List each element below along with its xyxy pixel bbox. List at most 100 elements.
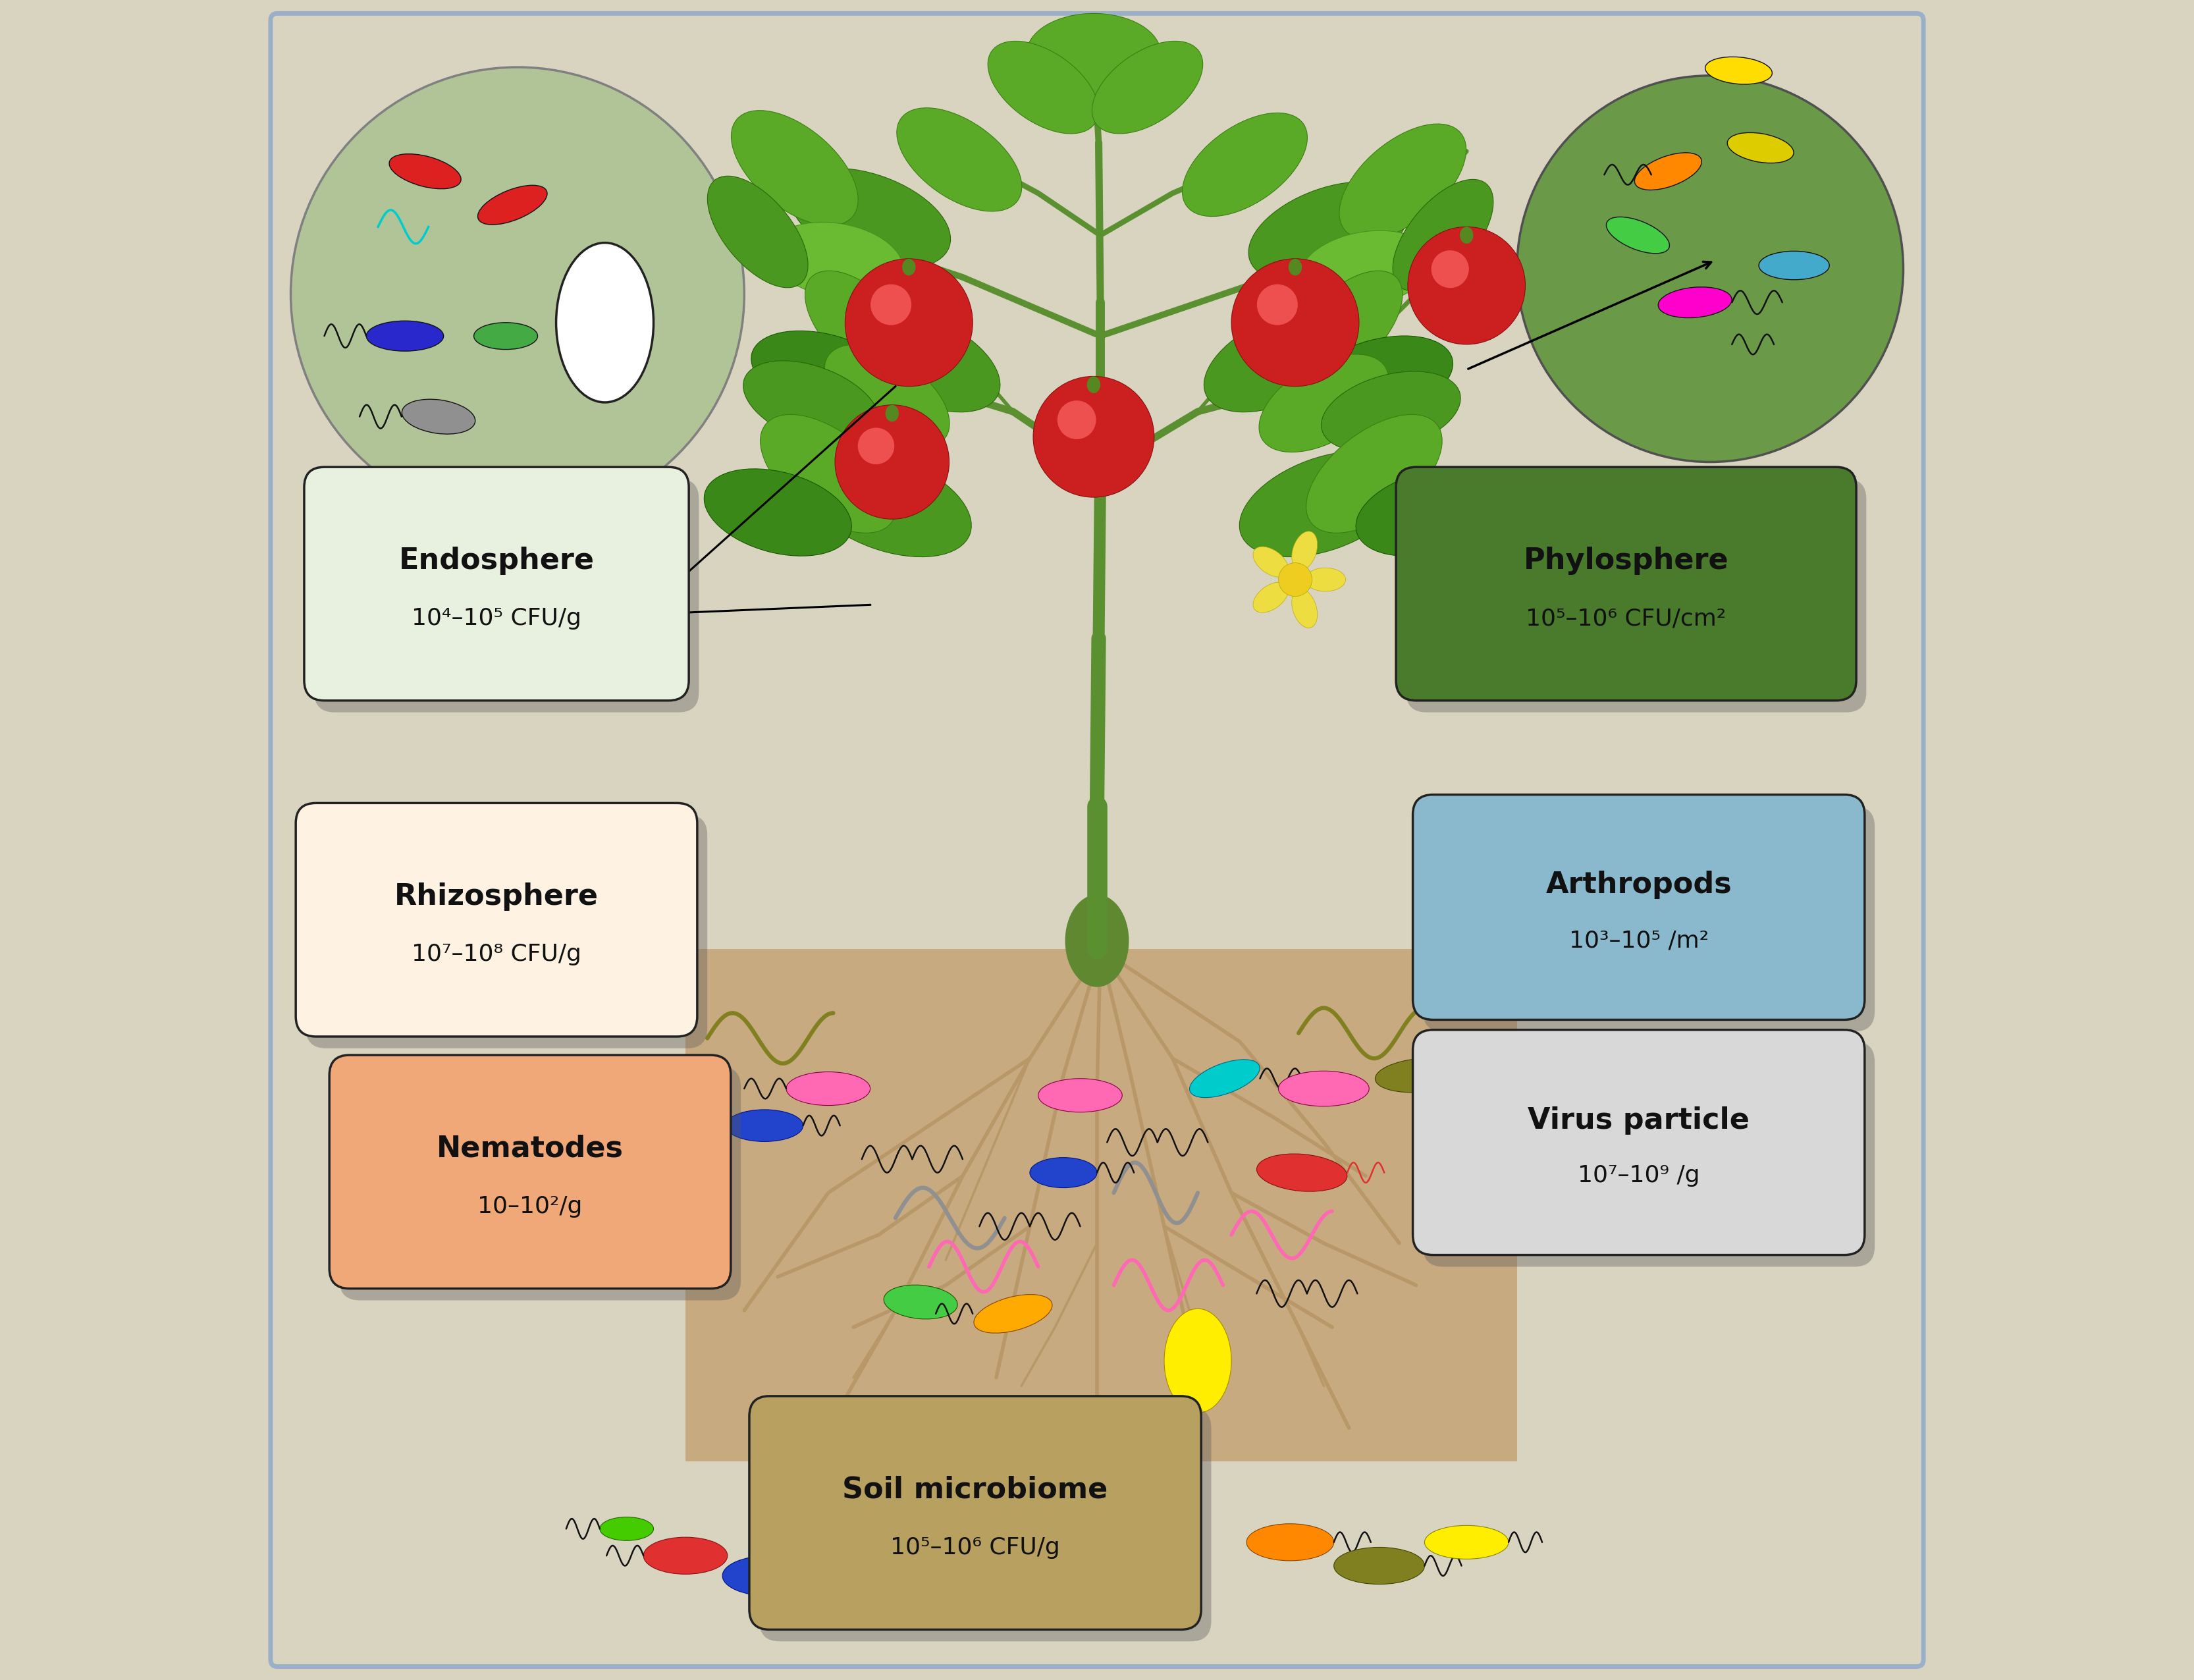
Ellipse shape: [1334, 1547, 1424, 1584]
Ellipse shape: [1257, 1154, 1347, 1191]
Ellipse shape: [1459, 227, 1472, 244]
FancyBboxPatch shape: [1395, 467, 1856, 701]
Circle shape: [836, 405, 950, 519]
Ellipse shape: [803, 452, 972, 556]
Ellipse shape: [366, 321, 443, 351]
Ellipse shape: [1659, 287, 1731, 318]
Ellipse shape: [1205, 311, 1354, 412]
Ellipse shape: [1240, 452, 1409, 556]
Circle shape: [1058, 400, 1097, 438]
Circle shape: [1409, 227, 1525, 344]
Ellipse shape: [1305, 415, 1441, 533]
Ellipse shape: [987, 40, 1099, 134]
Ellipse shape: [1279, 1072, 1369, 1105]
Ellipse shape: [1027, 13, 1161, 94]
FancyBboxPatch shape: [1406, 479, 1867, 712]
Ellipse shape: [744, 361, 880, 445]
Ellipse shape: [1338, 124, 1466, 239]
FancyBboxPatch shape: [305, 815, 706, 1048]
FancyBboxPatch shape: [314, 479, 700, 712]
Text: Rhizosphere: Rhizosphere: [395, 882, 599, 911]
Ellipse shape: [704, 469, 851, 556]
Ellipse shape: [1253, 546, 1288, 576]
Ellipse shape: [805, 270, 919, 385]
Ellipse shape: [1093, 40, 1202, 134]
Ellipse shape: [974, 1295, 1053, 1332]
Ellipse shape: [706, 176, 807, 287]
Ellipse shape: [1424, 1525, 1509, 1559]
Ellipse shape: [555, 242, 654, 403]
FancyBboxPatch shape: [340, 1067, 742, 1300]
Ellipse shape: [1305, 336, 1452, 420]
Ellipse shape: [731, 111, 858, 225]
FancyBboxPatch shape: [1413, 795, 1865, 1020]
Ellipse shape: [1356, 469, 1503, 556]
Text: 10–10²/g: 10–10²/g: [478, 1196, 584, 1218]
Ellipse shape: [821, 1527, 904, 1564]
Ellipse shape: [1727, 133, 1795, 163]
Circle shape: [845, 259, 972, 386]
Ellipse shape: [1259, 354, 1389, 452]
FancyBboxPatch shape: [1413, 1030, 1865, 1255]
FancyBboxPatch shape: [329, 1055, 731, 1289]
FancyBboxPatch shape: [1424, 806, 1874, 1032]
FancyBboxPatch shape: [759, 1408, 1211, 1641]
FancyBboxPatch shape: [750, 1396, 1200, 1630]
FancyBboxPatch shape: [1424, 1042, 1874, 1267]
Circle shape: [1279, 563, 1312, 596]
Ellipse shape: [1393, 180, 1494, 291]
Ellipse shape: [1246, 1524, 1334, 1561]
FancyBboxPatch shape: [296, 803, 698, 1037]
Text: Endosphere: Endosphere: [399, 546, 595, 575]
Ellipse shape: [1606, 217, 1670, 254]
Ellipse shape: [851, 311, 1000, 412]
FancyBboxPatch shape: [270, 13, 1924, 1667]
Text: 10⁴–10⁵ CFU/g: 10⁴–10⁵ CFU/g: [412, 608, 581, 630]
Circle shape: [1033, 376, 1154, 497]
Ellipse shape: [1064, 894, 1130, 986]
Ellipse shape: [1288, 270, 1402, 385]
Circle shape: [871, 284, 911, 326]
Ellipse shape: [1288, 259, 1301, 276]
Ellipse shape: [897, 108, 1022, 212]
Text: Virus particle: Virus particle: [1527, 1105, 1749, 1134]
Circle shape: [858, 428, 895, 464]
Ellipse shape: [1760, 250, 1830, 279]
Ellipse shape: [1029, 1158, 1097, 1188]
Ellipse shape: [1165, 1309, 1231, 1413]
Ellipse shape: [599, 1517, 654, 1541]
Ellipse shape: [643, 1537, 728, 1574]
Ellipse shape: [402, 400, 476, 433]
Text: Phylosphere: Phylosphere: [1523, 546, 1729, 575]
Ellipse shape: [902, 259, 915, 276]
Ellipse shape: [770, 222, 904, 299]
Text: 10⁵–10⁶ CFU/g: 10⁵–10⁶ CFU/g: [891, 1537, 1060, 1559]
Ellipse shape: [1086, 376, 1101, 393]
Text: 10⁷–10⁹ /g: 10⁷–10⁹ /g: [1577, 1164, 1700, 1186]
Ellipse shape: [1305, 568, 1345, 591]
Ellipse shape: [722, 1556, 816, 1596]
Ellipse shape: [474, 323, 538, 349]
Text: 10³–10⁵ /m²: 10³–10⁵ /m²: [1569, 929, 1709, 951]
Ellipse shape: [1376, 1058, 1468, 1092]
Ellipse shape: [1183, 113, 1308, 217]
Ellipse shape: [790, 168, 950, 269]
Ellipse shape: [785, 1072, 871, 1105]
Circle shape: [1516, 76, 1902, 462]
Text: 10⁷–10⁸ CFU/g: 10⁷–10⁸ CFU/g: [412, 944, 581, 966]
Ellipse shape: [886, 405, 900, 422]
Ellipse shape: [825, 344, 950, 449]
Ellipse shape: [1253, 583, 1288, 613]
Ellipse shape: [1248, 181, 1409, 282]
Text: 10⁵–10⁶ CFU/cm²: 10⁵–10⁶ CFU/cm²: [1527, 608, 1727, 630]
Circle shape: [292, 67, 744, 521]
Text: Arthropods: Arthropods: [1545, 870, 1731, 899]
Ellipse shape: [1705, 57, 1773, 84]
Ellipse shape: [1292, 531, 1316, 570]
FancyBboxPatch shape: [685, 949, 1516, 1462]
Ellipse shape: [761, 415, 895, 533]
Ellipse shape: [726, 1109, 803, 1142]
Ellipse shape: [388, 155, 461, 188]
Circle shape: [1231, 259, 1358, 386]
FancyBboxPatch shape: [305, 467, 689, 701]
